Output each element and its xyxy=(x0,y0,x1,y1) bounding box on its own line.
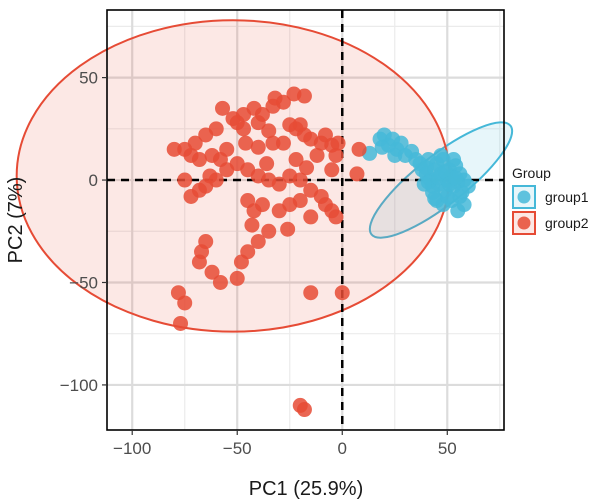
data-point-group2 xyxy=(198,127,214,143)
data-point-group2 xyxy=(324,162,340,178)
data-point-group2 xyxy=(204,264,220,280)
data-point-group2 xyxy=(191,152,207,168)
legend-key-point-group2 xyxy=(517,216,531,230)
x-tick-label: −50 xyxy=(223,439,252,458)
data-point-group2 xyxy=(229,270,245,286)
data-point-group2 xyxy=(166,141,182,157)
data-point-group2 xyxy=(240,244,256,260)
data-point-group1 xyxy=(448,170,464,186)
legend-title: Group xyxy=(512,165,551,181)
data-point-group1 xyxy=(374,139,390,155)
data-point-group1 xyxy=(460,178,476,194)
data-point-group2 xyxy=(259,156,275,172)
data-point-group1 xyxy=(416,176,432,192)
y-tick-label: 50 xyxy=(79,69,98,88)
data-point-group2 xyxy=(177,295,193,311)
legend-label-group1: group1 xyxy=(545,189,589,205)
legend-key-point-group1 xyxy=(517,190,531,204)
legend: Group group1 group2 xyxy=(512,165,589,235)
data-point-group2 xyxy=(261,223,277,239)
data-point-group2 xyxy=(292,172,308,188)
plot-panel-border xyxy=(106,9,505,431)
data-point-group2 xyxy=(261,123,277,139)
data-point-group2 xyxy=(288,152,304,168)
data-point-group2 xyxy=(250,234,266,250)
data-point-group1 xyxy=(446,152,462,168)
data-point-group2 xyxy=(265,98,281,114)
data-point-group2 xyxy=(236,121,252,137)
data-point-group2 xyxy=(328,147,344,163)
data-point-group2 xyxy=(238,135,254,151)
data-point-group2 xyxy=(202,168,218,184)
x-axis-ticks: −100 −50 0 50 xyxy=(113,430,457,458)
data-point-group1 xyxy=(387,147,403,163)
data-point-group2 xyxy=(191,254,207,270)
y-tick-label: −100 xyxy=(60,376,98,395)
data-point-group2 xyxy=(250,139,266,155)
data-point-group1 xyxy=(439,188,455,204)
data-point-group2 xyxy=(244,217,260,233)
data-point-group2 xyxy=(275,135,291,151)
data-point-group2 xyxy=(271,176,287,192)
x-tick-label: 0 xyxy=(338,439,347,458)
data-point-group2 xyxy=(303,209,319,225)
data-point-group1 xyxy=(427,190,443,206)
data-point-group2 xyxy=(349,166,365,182)
data-point-group2 xyxy=(292,193,308,209)
data-point-group1 xyxy=(433,147,449,163)
data-point-group2 xyxy=(299,160,315,176)
data-point-group2 xyxy=(351,141,367,157)
x-tick-label: −100 xyxy=(113,439,151,458)
y-axis-ticks: −100 −50 0 50 xyxy=(60,69,107,395)
data-point-group1 xyxy=(393,135,409,151)
data-point-group2 xyxy=(215,100,231,116)
data-point-group2 xyxy=(250,115,266,131)
data-point-group2 xyxy=(265,135,281,151)
data-point-group2 xyxy=(330,135,346,151)
data-point-group2 xyxy=(296,402,312,418)
data-point-group2 xyxy=(296,88,312,104)
x-tick-label: 50 xyxy=(438,439,457,458)
data-point-group2 xyxy=(212,274,228,290)
data-point-group2 xyxy=(303,285,319,301)
y-axis-title: PC2 (7%) xyxy=(5,177,27,264)
y-tick-label: 0 xyxy=(89,171,98,190)
data-point-group2 xyxy=(254,197,270,213)
data-point-group2 xyxy=(334,285,350,301)
data-point-group2 xyxy=(280,221,296,237)
data-point-group2 xyxy=(177,172,193,188)
data-point-group2 xyxy=(173,315,189,331)
legend-label-group2: group2 xyxy=(545,215,589,231)
data-point-group2 xyxy=(309,147,325,163)
data-point-group1 xyxy=(452,188,468,204)
data-point-group2 xyxy=(328,209,344,225)
data-points xyxy=(166,86,476,418)
data-point-group2 xyxy=(183,188,199,204)
y-tick-label: −50 xyxy=(69,273,98,292)
data-point-group1 xyxy=(418,160,434,176)
data-point-group2 xyxy=(219,141,235,157)
x-axis-title: PC1 (25.9%) xyxy=(249,478,364,500)
